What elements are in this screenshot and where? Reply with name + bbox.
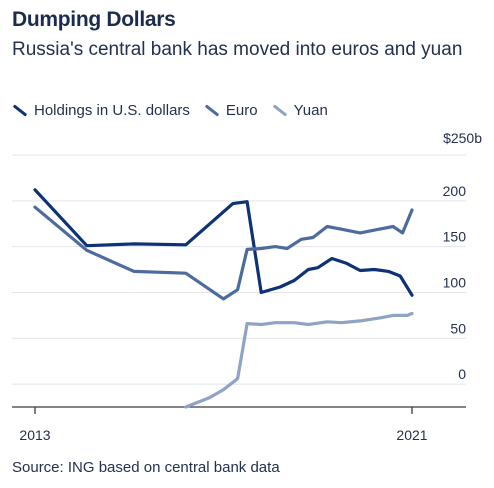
legend-item-euro: Euro [204, 102, 258, 119]
y-unit-label: $250b [443, 130, 482, 146]
series-line-dollars [33, 188, 414, 297]
y-tick-label-0: 0 [458, 366, 466, 382]
y-tick-label-150: 150 [443, 229, 467, 245]
series-line-yuan [184, 311, 414, 409]
chart-subtitle: Russia's central bank has moved into eur… [12, 39, 463, 60]
legend-label-yuan: Yuan [293, 102, 328, 119]
gridlines [12, 154, 466, 385]
series-lines [33, 188, 414, 409]
chart-title: Dumping Dollars [12, 8, 176, 31]
legend-item-yuan: Yuan [272, 102, 328, 119]
y-tick-label-100: 100 [443, 274, 467, 290]
legend-label-dollars: Holdings in U.S. dollars [34, 102, 190, 119]
x-axis: 2013 2021 [12, 406, 466, 443]
y-tick-label-50: 50 [450, 320, 466, 336]
source-note: Source: ING based on central bank data [12, 459, 280, 476]
x-tick-label-2013: 2013 [19, 427, 50, 443]
y-tick-label-200: 200 [443, 183, 467, 199]
legend: Holdings in U.S. dollars Euro Yuan [12, 102, 342, 119]
legend-item-dollars: Holdings in U.S. dollars [12, 102, 190, 119]
x-tick-label-2021: 2021 [396, 427, 427, 443]
y-tick-labels: 0 50 100 150 200 [443, 183, 467, 382]
series-line-euro [33, 205, 414, 301]
legend-label-euro: Euro [225, 102, 258, 119]
